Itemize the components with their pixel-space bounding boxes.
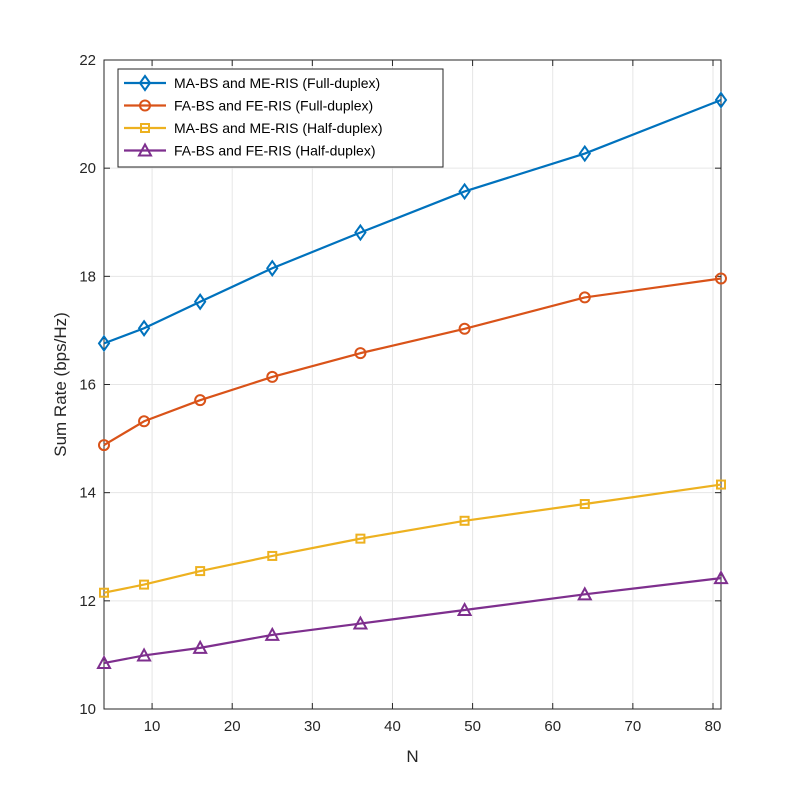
data-point-diamond <box>354 223 367 242</box>
y-tick-label: 12 <box>79 593 96 610</box>
data-point-triangle <box>352 615 369 630</box>
data-point-circle <box>266 370 279 383</box>
data-point-triangle <box>192 639 208 654</box>
legend-label: FA-BS and FE-RIS (Full-duplex) <box>174 98 373 114</box>
data-point-circle <box>138 415 151 428</box>
data-point-square <box>267 550 278 561</box>
data-point-square <box>716 479 726 490</box>
data-point-diamond <box>714 91 728 109</box>
x-tick-label: 70 <box>625 718 642 735</box>
legend-marker-circle <box>139 99 151 112</box>
legend-entry: FA-BS and FE-RIS (Full-duplex) <box>124 98 373 114</box>
y-tick-label: 20 <box>79 160 96 177</box>
axes: 10 20 30 40 50 60 70 80 10 12 14 16 18 20 22 <box>79 52 722 735</box>
data-point-square <box>355 533 366 544</box>
x-tick-label: 20 <box>224 718 241 735</box>
data-point-circle <box>578 291 591 304</box>
x-axis-label: N <box>406 747 418 766</box>
legend-marker-triangle <box>137 142 153 157</box>
data-point-diamond <box>266 259 279 277</box>
data-point-square <box>459 515 470 526</box>
series-3 <box>99 479 726 598</box>
legend-entry: FA-BS and FE-RIS (Half-duplex) <box>124 142 376 159</box>
series-1 <box>97 91 728 353</box>
legend-box <box>117 68 444 168</box>
legend-marker-square <box>140 123 150 133</box>
x-tick-label: 50 <box>464 718 481 735</box>
data-point-diamond <box>458 182 471 201</box>
y-tick-label: 14 <box>79 485 96 502</box>
data-point-diamond <box>578 144 592 163</box>
y-tick-label: 10 <box>79 701 96 718</box>
data-point-circle <box>194 394 207 407</box>
series-line <box>103 98 722 345</box>
data-point-square <box>579 499 590 510</box>
series-2 <box>98 272 727 452</box>
data-point-square <box>195 566 206 577</box>
series-4 <box>96 570 729 670</box>
grid <box>104 59 721 710</box>
data-point-circle <box>715 272 727 285</box>
series-layer <box>96 91 729 670</box>
data-point-triangle <box>456 601 473 617</box>
legend-label: FA-BS and FE-RIS (Half-duplex) <box>174 143 376 159</box>
x-tick-label: 40 <box>384 718 401 735</box>
series-line <box>103 277 722 447</box>
legend-label: MA-BS and ME-RIS (Half-duplex) <box>174 120 383 136</box>
series-line <box>103 483 722 594</box>
data-point-triangle <box>577 586 593 601</box>
data-point-triangle <box>713 570 729 585</box>
data-point-diamond <box>193 293 207 311</box>
data-point-diamond <box>97 334 111 353</box>
y-axis-label: Sum Rate (bps/Hz) <box>51 312 70 457</box>
legend-entry: MA-BS and ME-RIS (Half-duplex) <box>124 120 383 136</box>
data-point-square <box>139 579 150 590</box>
y-tick-label: 16 <box>79 377 96 394</box>
x-tick-label: 10 <box>144 718 161 735</box>
legend-entry: MA-BS and ME-RIS (Full-duplex) <box>124 74 380 92</box>
legend-label: MA-BS and ME-RIS (Full-duplex) <box>174 75 380 91</box>
legend-marker-diamond <box>138 74 152 92</box>
x-tick-label: 60 <box>544 718 561 735</box>
data-point-circle <box>98 439 110 452</box>
data-point-square <box>99 587 109 598</box>
y-tick-label: 18 <box>79 268 96 285</box>
data-point-triangle <box>96 654 112 670</box>
data-point-diamond <box>137 319 151 337</box>
series-line <box>103 577 722 665</box>
x-tick-label: 80 <box>705 718 722 735</box>
data-point-triangle <box>136 647 152 662</box>
data-point-triangle <box>264 626 280 641</box>
y-tick-label: 22 <box>79 52 96 69</box>
x-tick-label: 30 <box>304 718 321 735</box>
data-point-circle <box>458 322 471 335</box>
legend: MA-BS and ME-RIS (Full-duplex) FA-BS and … <box>117 68 444 168</box>
data-point-circle <box>354 347 367 360</box>
